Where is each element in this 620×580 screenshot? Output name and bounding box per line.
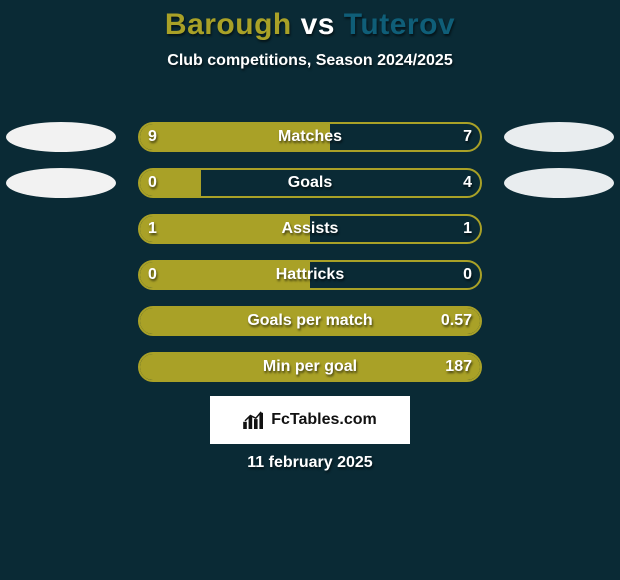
- comparison-card: Barough vs Tuterov Club competitions, Se…: [0, 0, 620, 580]
- stat-value-right: 187: [445, 352, 472, 382]
- stat-label: Assists: [138, 214, 482, 244]
- title-vs: vs: [301, 8, 335, 41]
- stat-label: Goals per match: [138, 306, 482, 336]
- title-left-name: Barough: [165, 8, 292, 41]
- title-right-name: Tuterov: [344, 8, 455, 41]
- stat-value-right: 4: [463, 168, 472, 198]
- date-text: 11 february 2025: [0, 454, 620, 472]
- subtitle: Club competitions, Season 2024/2025: [0, 52, 620, 70]
- title: Barough vs Tuterov: [0, 8, 620, 42]
- stat-value-right: 0.57: [441, 306, 472, 336]
- stat-value-left: 0: [148, 260, 157, 290]
- stat-label: Matches: [138, 122, 482, 152]
- fctables-logo: FcTables.com: [210, 396, 410, 444]
- stat-row: Goals0 4: [0, 164, 620, 210]
- stat-value-right: 0: [463, 260, 472, 290]
- stat-value-left: 9: [148, 122, 157, 152]
- stat-label: Hattricks: [138, 260, 482, 290]
- stat-row: Goals per match0.57: [0, 302, 620, 348]
- stat-row: Min per goal187: [0, 348, 620, 394]
- bar-chart-icon: [243, 411, 265, 429]
- stat-value-left: 0: [148, 168, 157, 198]
- stat-value-left: 1: [148, 214, 157, 244]
- team-badge-left: [6, 122, 116, 152]
- logo-text: FcTables.com: [271, 411, 377, 429]
- team-badge-left: [6, 168, 116, 198]
- stat-value-right: 1: [463, 214, 472, 244]
- team-badge-right: [504, 168, 614, 198]
- stats-area: Matches97Goals04Assists11Hattricks00Goal…: [0, 118, 620, 394]
- stat-row: Hattricks0 0: [0, 256, 620, 302]
- stat-label: Min per goal: [138, 352, 482, 382]
- stat-value-right: 7: [463, 122, 472, 152]
- team-badge-right: [504, 122, 614, 152]
- stat-row: Matches9 7: [0, 118, 620, 164]
- stat-label: Goals: [138, 168, 482, 198]
- stat-row: Assists1 1: [0, 210, 620, 256]
